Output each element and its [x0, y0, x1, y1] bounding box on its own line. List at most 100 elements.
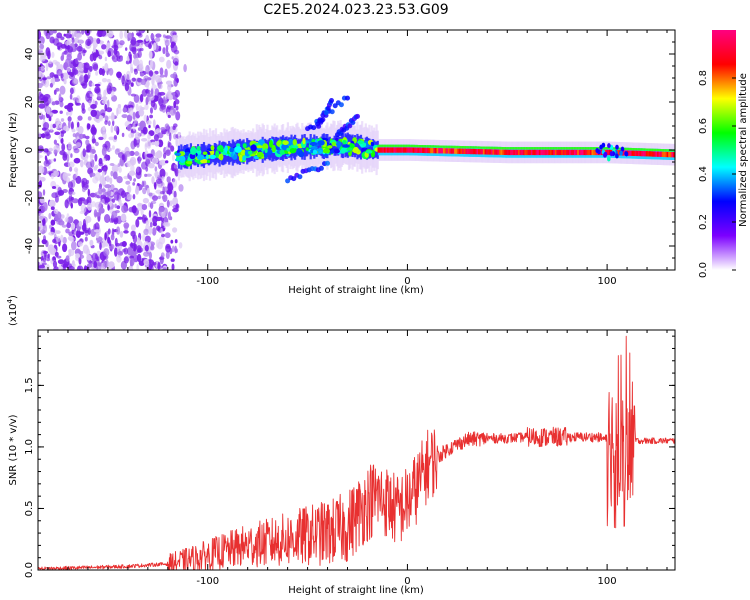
- spectrogram-heatmap: [38, 30, 675, 270]
- heatmap-cell: [490, 146, 494, 149]
- heatmap-cell: [117, 163, 121, 168]
- heatmap-cell: [86, 254, 92, 261]
- heatmap-cell: [51, 101, 56, 106]
- heatmap-cell: [119, 30, 124, 40]
- heatmap-cell: [454, 145, 457, 148]
- heatmap-cell: [142, 187, 147, 195]
- heatmap-cell: [129, 62, 133, 70]
- heatmap-cell: [444, 148, 447, 154]
- heatmap-cell: [451, 148, 454, 154]
- heatmap-cell: [229, 147, 234, 153]
- heatmap-cell: [142, 233, 146, 242]
- heatmap-cell: [329, 109, 335, 115]
- heatmap-cell: [151, 262, 157, 266]
- heatmap-cell: [67, 181, 74, 189]
- heatmap-cell: [68, 190, 73, 195]
- heatmap-cell: [304, 137, 307, 157]
- heatmap-cell: [624, 151, 628, 157]
- heatmap-cell: [98, 115, 104, 120]
- heatmap-cell: [106, 78, 111, 83]
- heatmap-cell: [38, 152, 41, 161]
- heatmap-cell: [136, 183, 140, 187]
- heatmap-cell: [594, 149, 597, 156]
- spectrogram-xlabel: Height of straight line (km): [288, 285, 424, 296]
- heatmap-cell: [56, 235, 61, 243]
- heatmap-cell: [319, 118, 325, 123]
- heatmap-cell: [457, 148, 460, 154]
- heatmap-cell: [75, 168, 78, 178]
- heatmap-cell: [84, 236, 88, 242]
- heatmap-cell: [89, 172, 96, 177]
- heatmap-cell: [136, 166, 140, 173]
- spectrogram-ytick-label: -40: [24, 238, 35, 254]
- heatmap-cell: [148, 163, 155, 169]
- heatmap-cell: [131, 77, 137, 82]
- heatmap-cell: [168, 132, 172, 142]
- heatmap-cell: [121, 75, 125, 85]
- heatmap-cell: [595, 148, 599, 153]
- heatmap-cell: [637, 150, 641, 157]
- heatmap-cell: [50, 158, 54, 164]
- heatmap-cell: [46, 76, 52, 80]
- heatmap-cell: [329, 98, 334, 103]
- snr-scale-note: (x104): [6, 295, 19, 326]
- heatmap-cell: [66, 38, 72, 47]
- heatmap-cell: [487, 149, 490, 155]
- heatmap-cell: [362, 142, 367, 147]
- heatmap-cell: [516, 149, 519, 156]
- heatmap-cell: [486, 149, 489, 155]
- heatmap-cell: [391, 144, 394, 147]
- heatmap-cell: [438, 148, 441, 154]
- heatmap-cell: [419, 147, 422, 153]
- heatmap-cell: [447, 145, 450, 148]
- heatmap-cell: [457, 145, 460, 149]
- heatmap-cell: [114, 237, 118, 247]
- heatmap-cell: [135, 185, 140, 195]
- heatmap-cell: [85, 135, 90, 140]
- heatmap-cell: [641, 148, 644, 151]
- heatmap-cell: [652, 148, 655, 151]
- heatmap-cell: [55, 230, 61, 235]
- heatmap-cell: [86, 143, 92, 153]
- heatmap-cell: [516, 147, 519, 150]
- heatmap-cell: [411, 147, 414, 153]
- heatmap-cell: [511, 149, 514, 156]
- heatmap-cell: [502, 149, 505, 155]
- heatmap-cell: [305, 147, 309, 152]
- heatmap-cell: [154, 166, 158, 173]
- snr-scale-exponent: 4: [6, 298, 14, 303]
- heatmap-cell: [120, 56, 123, 62]
- heatmap-cell: [76, 265, 84, 270]
- heatmap-cell: [78, 220, 83, 227]
- heatmap-cell: [119, 40, 125, 46]
- heatmap-cell: [56, 218, 63, 223]
- heatmap-cell: [104, 214, 111, 223]
- heatmap-cell: [169, 200, 173, 207]
- heatmap-cell: [307, 139, 310, 155]
- heatmap-cell: [70, 121, 74, 130]
- heatmap-cell: [621, 150, 625, 156]
- heatmap-cell: [367, 138, 370, 159]
- heatmap-cell: [535, 149, 538, 156]
- heatmap-cell: [62, 72, 69, 80]
- heatmap-cell: [98, 161, 104, 167]
- heatmap-cell: [49, 199, 56, 208]
- heatmap-cell: [97, 50, 105, 55]
- heatmap-cell: [569, 149, 572, 156]
- heatmap-cell: [154, 88, 160, 98]
- heatmap-cell: [137, 202, 142, 211]
- heatmap-cell: [164, 123, 170, 130]
- heatmap-cell: [145, 34, 150, 43]
- heatmap-cell: [482, 149, 486, 155]
- heatmap-cell: [137, 156, 141, 164]
- heatmap-cell: [143, 258, 149, 266]
- heatmap-cell: [64, 199, 69, 209]
- heatmap-cell: [102, 125, 106, 131]
- heatmap-cell: [77, 52, 82, 61]
- heatmap-cell: [476, 146, 479, 149]
- heatmap-cell: [147, 134, 151, 140]
- heatmap-cell: [81, 30, 85, 35]
- heatmap-cell: [49, 82, 54, 88]
- heatmap-cell: [650, 148, 653, 151]
